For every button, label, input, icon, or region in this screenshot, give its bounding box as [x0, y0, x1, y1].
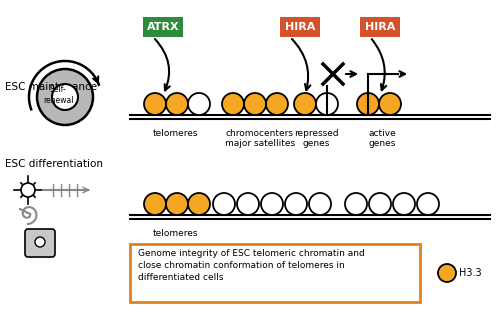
- FancyBboxPatch shape: [280, 17, 320, 37]
- Circle shape: [393, 193, 415, 215]
- Text: ESC differentiation: ESC differentiation: [5, 159, 103, 169]
- Circle shape: [21, 183, 35, 197]
- Circle shape: [294, 93, 316, 115]
- Text: repressed
genes: repressed genes: [294, 129, 339, 149]
- Circle shape: [266, 93, 288, 115]
- Circle shape: [369, 193, 391, 215]
- Circle shape: [52, 84, 78, 110]
- Circle shape: [213, 193, 235, 215]
- Circle shape: [357, 93, 379, 115]
- Circle shape: [166, 193, 188, 215]
- Circle shape: [261, 193, 283, 215]
- Circle shape: [35, 237, 45, 247]
- FancyBboxPatch shape: [360, 17, 400, 37]
- Text: Genome integrity of ESC telomeric chromatin and
close chromatin conformation of : Genome integrity of ESC telomeric chroma…: [138, 249, 365, 282]
- Circle shape: [285, 193, 307, 215]
- FancyBboxPatch shape: [25, 229, 55, 257]
- Circle shape: [37, 69, 93, 125]
- Text: HIRA: HIRA: [365, 22, 395, 32]
- Circle shape: [345, 193, 367, 215]
- Text: ESC maintenance: ESC maintenance: [5, 82, 97, 92]
- FancyBboxPatch shape: [143, 17, 183, 37]
- Text: ATRX: ATRX: [146, 22, 180, 32]
- Text: telomeres: telomeres: [152, 229, 198, 238]
- Circle shape: [309, 193, 331, 215]
- Circle shape: [417, 193, 439, 215]
- FancyBboxPatch shape: [130, 244, 420, 302]
- Circle shape: [222, 93, 244, 115]
- Circle shape: [438, 264, 456, 282]
- Text: active
genes: active genes: [368, 129, 396, 149]
- Circle shape: [144, 193, 166, 215]
- Circle shape: [188, 93, 210, 115]
- Text: H3.3: H3.3: [459, 268, 481, 278]
- Circle shape: [188, 193, 210, 215]
- Circle shape: [244, 93, 266, 115]
- Circle shape: [144, 93, 166, 115]
- Text: telomeres: telomeres: [152, 129, 198, 138]
- Circle shape: [237, 193, 259, 215]
- Circle shape: [379, 93, 401, 115]
- Text: Self-
renewal: Self- renewal: [43, 85, 73, 105]
- Circle shape: [316, 93, 338, 115]
- Circle shape: [166, 93, 188, 115]
- Text: chromocenters
major satellites: chromocenters major satellites: [225, 129, 295, 149]
- Text: HIRA: HIRA: [285, 22, 315, 32]
